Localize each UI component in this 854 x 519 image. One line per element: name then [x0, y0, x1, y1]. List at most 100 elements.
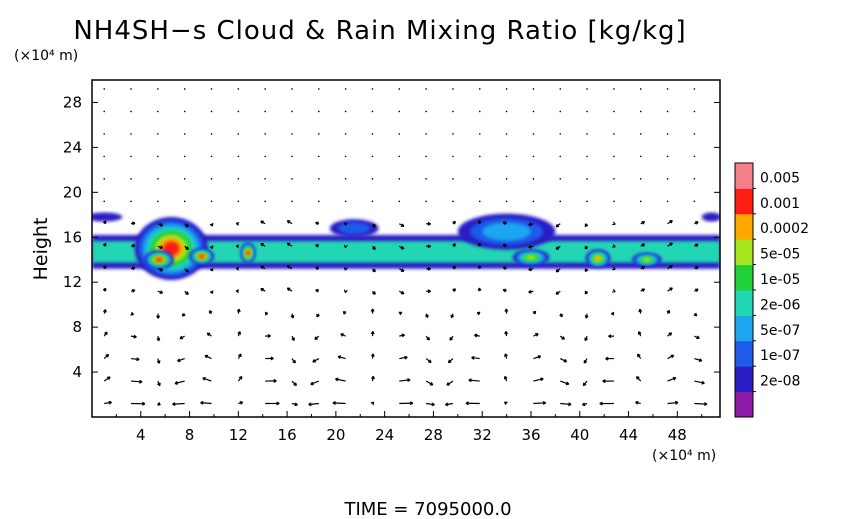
wind-dot [237, 133, 240, 135]
wind-dot [559, 155, 562, 158]
wind-arrowhead [407, 378, 411, 382]
colorbar-label: 1e-05 [760, 272, 800, 288]
wind-arrowhead [465, 401, 469, 406]
wind-dot [183, 178, 186, 180]
wind-dot [559, 200, 562, 203]
wind-dot [532, 155, 535, 158]
wind-dot [639, 200, 642, 203]
wind-dot [693, 88, 696, 90]
wind-arrowhead [316, 313, 320, 318]
wind-arrowhead [136, 357, 140, 362]
wind-dot [398, 200, 401, 203]
wind-dot [478, 133, 481, 135]
wind-arrowhead [156, 337, 161, 342]
wind-arrowhead [291, 337, 295, 342]
wind-dot [237, 178, 240, 180]
wind-dot [586, 155, 588, 158]
wind-dot [344, 88, 347, 90]
wind-arrowhead [635, 376, 640, 380]
wind-arrowhead [286, 287, 291, 292]
wind-arrow [399, 379, 411, 382]
wind-arrowhead [343, 222, 348, 226]
wind-arrowhead [696, 335, 700, 340]
x-tick-label: 28 [424, 426, 443, 444]
wind-arrowhead [504, 353, 508, 357]
wind-arrowhead [156, 315, 161, 319]
wind-arrowhead [209, 267, 214, 272]
wind-arrow [130, 357, 140, 361]
wind-arrowhead [565, 381, 570, 386]
wind-arrow [399, 356, 408, 360]
wind-arrowhead [641, 266, 646, 270]
wind-arrowhead [555, 223, 560, 228]
wind-arrowhead [477, 287, 482, 292]
wind-arrowhead [695, 288, 699, 293]
x-tick-label: 4 [136, 426, 146, 444]
wind-arrowhead [270, 356, 274, 361]
wind-arrowhead [431, 402, 435, 407]
colorbar-swatch [735, 213, 753, 240]
wind-dot [505, 88, 508, 90]
wind-dot [559, 110, 562, 113]
wind-arrowhead [286, 265, 291, 269]
wind-dot [425, 88, 427, 90]
wind-arrow [533, 402, 546, 405]
wind-arrowhead [185, 268, 189, 273]
wind-dot [478, 200, 481, 203]
wind-arrowhead [502, 243, 507, 248]
wind-arrowhead [343, 289, 348, 293]
wind-arrowhead [130, 311, 135, 316]
wind-dot [264, 110, 266, 113]
wind-dot [398, 110, 401, 113]
colorbar-label: 0.001 [760, 196, 800, 212]
time-footer: TIME = 7095000.0 [343, 499, 511, 519]
wind-vector-field [102, 88, 708, 407]
wind-arrow [667, 401, 679, 405]
wind-dot [318, 155, 320, 158]
wind-dot [478, 178, 481, 180]
wind-arrowhead [424, 314, 429, 318]
wind-arrowhead [669, 219, 673, 224]
wind-arrowhead [584, 223, 589, 228]
wind-arrowhead [532, 310, 537, 315]
colorbar-label: 0.0002 [760, 221, 809, 237]
y-tick-label: 28 [63, 93, 82, 111]
mixing-ratio-contour [642, 257, 652, 262]
wind-dot [344, 200, 347, 203]
wind-dot [693, 155, 696, 158]
colorbar-label: 5e-05 [760, 247, 800, 263]
colorbar-swatch [735, 391, 753, 418]
wind-arrowhead [131, 288, 136, 293]
wind-arrowhead [605, 356, 609, 361]
wind-arrowhead [312, 359, 316, 363]
wind-arrowhead [503, 401, 508, 406]
wind-arrowhead [537, 355, 542, 359]
wind-dot [103, 110, 105, 113]
colorbar: 0.005 0.001 0.0002 5e-05 1e-05 2e-06 5e-07 1e-0… [734, 162, 809, 418]
wind-arrowhead [238, 353, 242, 358]
wind-arrowhead [102, 265, 107, 269]
wind-arrow [335, 378, 346, 382]
wind-arrowhead [398, 311, 403, 316]
wind-arrowhead [235, 244, 240, 249]
wind-arrowhead [555, 291, 560, 295]
wind-dot [693, 110, 696, 113]
wind-arrowhead [159, 245, 164, 250]
mixing-ratio-contour [199, 254, 205, 259]
wind-arrowhead [332, 401, 336, 405]
wind-dot [559, 133, 562, 135]
wind-dot [264, 200, 266, 203]
wind-arrowhead [641, 243, 646, 247]
wind-dot [639, 88, 642, 90]
wind-arrowhead [204, 354, 209, 359]
wind-arrowhead [260, 243, 264, 247]
mixing-ratio-contour [163, 241, 180, 256]
wind-arrowhead [370, 308, 375, 312]
wind-arrowhead [502, 288, 507, 293]
wind-arrowhead [335, 377, 339, 382]
wind-arrow [694, 402, 708, 405]
wind-arrowhead [202, 376, 206, 381]
wind-arrowhead [584, 268, 589, 273]
wind-arrowhead [528, 289, 532, 294]
